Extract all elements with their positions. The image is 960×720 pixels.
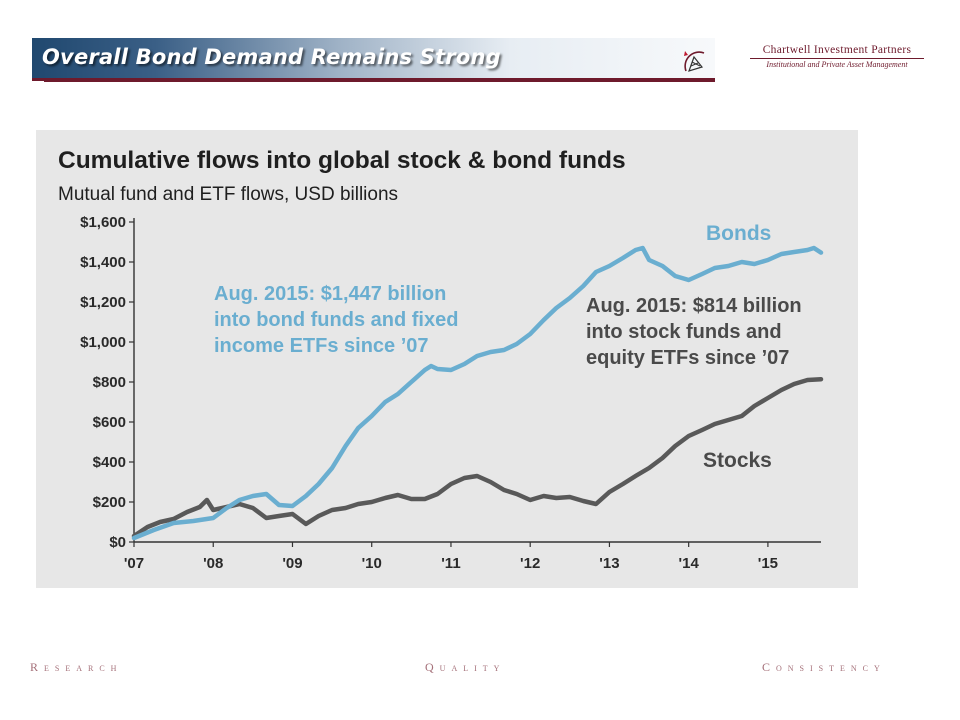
stocks-callout-line: into stock funds and — [586, 321, 782, 343]
x-tick-label: '07 — [124, 555, 144, 572]
y-tick-label: $1,400 — [80, 254, 126, 271]
y-tick-label: $200 — [93, 494, 126, 511]
chart-panel: Cumulative flows into global stock & bon… — [36, 130, 858, 588]
bonds-series-label: Bonds — [706, 222, 771, 245]
stocks-series-label: Stocks — [703, 449, 772, 472]
x-tick-label: '12 — [520, 555, 540, 572]
y-tick-label: $0 — [109, 534, 126, 551]
y-tick-label: $600 — [93, 414, 126, 431]
stocks-series-line — [131, 376, 824, 539]
x-tick-label: '13 — [599, 555, 619, 572]
brand-block: Chartwell Investment Partners Institutio… — [748, 44, 926, 69]
title-banner: Overall Bond Demand Remains Strong — [32, 38, 715, 81]
cumulative-flows-chart: Cumulative flows into global stock & bon… — [58, 147, 824, 572]
x-tick-label: '14 — [679, 555, 700, 572]
footer-quality: Quality — [425, 660, 506, 674]
slide-title: Overall Bond Demand Remains Strong — [42, 45, 501, 69]
y-tick-label: $1,000 — [80, 334, 126, 351]
x-tick-label: '15 — [758, 555, 778, 572]
chart-subtitle: Mutual fund and ETF flows, USD billions — [58, 184, 398, 205]
x-axis: '07 '08 '09 '10 '11 '12 '13 '14 '15 — [124, 541, 821, 572]
y-tick-label: $1,200 — [80, 294, 126, 311]
x-tick-label: '08 — [203, 555, 223, 572]
bonds-callout-line: Aug. 2015: $1,447 billion — [214, 283, 446, 305]
chart-annotations: Bonds Stocks Aug. 2015: $1,447 billion into… — [214, 222, 802, 472]
banner-accent-line — [44, 80, 715, 82]
bonds-series-line — [131, 245, 824, 541]
x-tick-label: '11 — [441, 555, 460, 572]
y-tick-label: $800 — [93, 374, 126, 391]
footer-consistency: Consistency — [762, 660, 886, 674]
footer-research: Research — [30, 660, 123, 674]
sailboat-compass-icon — [684, 51, 705, 72]
brand-tagline: Institutional and Private Asset Manageme… — [766, 60, 908, 69]
chart-title: Cumulative flows into global stock & bon… — [58, 147, 626, 174]
bonds-callout-line: income ETFs since ’07 — [214, 335, 429, 357]
y-axis: $0 $200 $400 $600 $800 $1,000 $1,200 $1,400 $1,6… — [80, 214, 135, 551]
x-tick-label: '09 — [282, 555, 302, 572]
y-tick-label: $400 — [93, 454, 126, 471]
stocks-callout-line: equity ETFs since ’07 — [586, 347, 789, 369]
stocks-callout-line: Aug. 2015: $814 billion — [586, 295, 802, 317]
brand-divider — [750, 58, 924, 59]
series-lines — [131, 245, 824, 541]
bonds-callout-line: into bond funds and fixed — [214, 309, 458, 331]
y-tick-label: $1,600 — [80, 214, 126, 231]
brand-name: Chartwell Investment Partners — [762, 44, 912, 56]
x-tick-label: '10 — [362, 555, 382, 572]
